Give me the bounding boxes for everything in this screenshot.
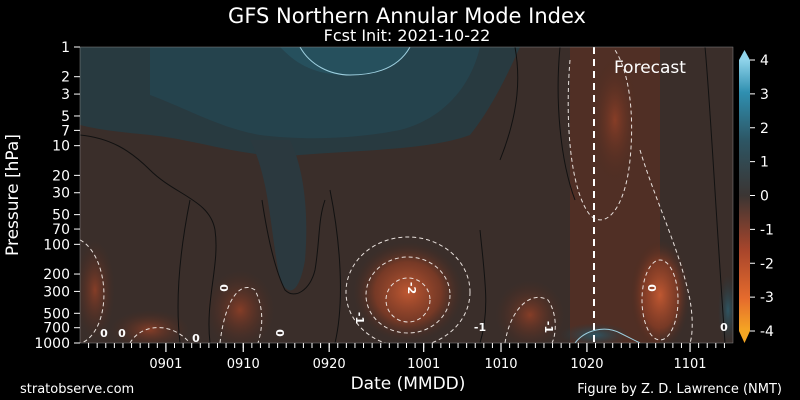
footer-right: Figure by Z. D. Lawrence (NMT) <box>577 382 782 397</box>
contour-label: 0 <box>720 321 728 334</box>
plot-area <box>80 47 733 343</box>
y-tick-label: 3 <box>61 87 70 103</box>
contour-label: 0 <box>100 327 108 340</box>
y-tick-label: 7 <box>61 123 70 139</box>
y-tick-label: 500 <box>43 306 70 322</box>
y-tick-label: 700 <box>43 321 70 337</box>
x-tick-label: 1010 <box>484 357 517 372</box>
contour-label: 0 <box>192 332 200 345</box>
footer-left: stratobserve.com <box>20 382 134 397</box>
x-tick-label: 0910 <box>227 357 260 372</box>
contour-label: 0 <box>217 284 230 292</box>
contour-label: 0 <box>645 284 658 292</box>
contour-label: 0 <box>273 329 286 337</box>
colorbar: 4 3 2 1 0 -1 -2 -3 -4 <box>739 50 774 343</box>
colorbar-tick-label: 2 <box>760 121 769 137</box>
x-axis: 0901 0910 0920 1001 1010 1020 1101 <box>88 343 725 372</box>
colorbar-tick-label: -3 <box>760 290 774 306</box>
y-tick-label: 50 <box>52 208 70 224</box>
x-tick-label: 0920 <box>313 357 346 372</box>
forecast-label: Forecast <box>614 58 686 78</box>
y-tick-label: 300 <box>43 284 70 300</box>
x-tick-label: 1101 <box>673 357 706 372</box>
y-axis-label: Pressure [hPa] <box>3 134 23 256</box>
y-tick-label: 20 <box>52 168 70 184</box>
contour-label: -1 <box>474 321 486 334</box>
contour-labels: 0 0 00 -2-10 -1 -100 <box>100 282 728 345</box>
y-tick-label: 5 <box>61 109 70 125</box>
x-tick-label: 1001 <box>407 357 440 372</box>
x-tick-label: 0901 <box>149 357 182 372</box>
y-tick-label: 2 <box>61 70 70 86</box>
y-tick-label: 70 <box>52 222 70 238</box>
colorbar-tick-label: 0 <box>760 189 769 205</box>
chart-subtitle: Fcst Init: 2021-10-22 <box>324 26 491 45</box>
contour-label: -1 <box>353 312 366 324</box>
y-tick-label: 100 <box>43 237 70 253</box>
y-tick-label: 1000 <box>34 336 70 352</box>
colorbar-tick-label: -4 <box>760 324 774 340</box>
contour-label: -2 <box>405 282 418 294</box>
y-tick-label: 1 <box>61 40 70 56</box>
colorbar-tick-label: 1 <box>760 155 769 171</box>
contour-label: -1 <box>542 321 555 333</box>
colorbar-tick-label: 3 <box>760 87 769 103</box>
y-tick-label: 10 <box>52 139 70 155</box>
colorbar-tick-label: -2 <box>760 256 774 272</box>
y-tick-label: 30 <box>52 186 70 202</box>
colorbar-tick-label: -1 <box>760 222 774 238</box>
contour-label: 0 <box>118 327 126 340</box>
x-tick-label: 1020 <box>570 357 603 372</box>
chart-title: GFS Northern Annular Mode Index <box>228 4 586 28</box>
colorbar-tick-label: 4 <box>760 53 769 69</box>
x-axis-label: Date (MMDD) <box>351 374 466 394</box>
y-tick-label: 200 <box>43 267 70 283</box>
